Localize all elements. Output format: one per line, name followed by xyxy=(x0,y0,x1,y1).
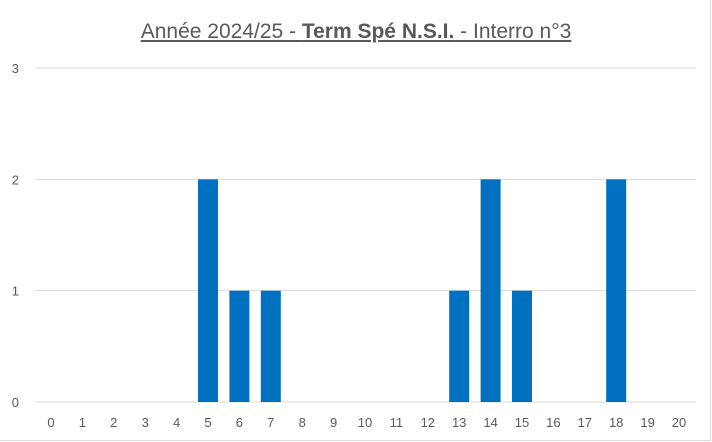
x-tick-label: 16 xyxy=(546,415,560,430)
x-tick-label: 1 xyxy=(79,415,86,430)
bar-5 xyxy=(198,179,218,402)
x-tick-label: 15 xyxy=(515,415,529,430)
x-tick-label: 20 xyxy=(672,415,686,430)
x-tick-label: 0 xyxy=(47,415,54,430)
chart-title-bold: Term Spé N.S.I. xyxy=(301,20,455,43)
bar-15 xyxy=(512,290,532,402)
x-tick-label: 12 xyxy=(421,415,435,430)
x-tick-label: 14 xyxy=(483,415,497,430)
x-tick-label: 13 xyxy=(452,415,466,430)
chart-title: Année 2024/25 - Term Spé N.S.I. - Interr… xyxy=(0,20,712,44)
x-tick-label: 3 xyxy=(142,415,149,430)
x-tick-label: 2 xyxy=(110,415,117,430)
bar-14 xyxy=(480,179,501,402)
gridlines xyxy=(35,67,696,403)
bars xyxy=(198,179,627,402)
y-axis-ticks: 0 1 2 3 xyxy=(12,61,19,410)
y-tick-label: 1 xyxy=(12,284,19,299)
chart-title-suffix: - Interro n°3 xyxy=(454,20,572,43)
x-tick-label: 4 xyxy=(173,415,180,430)
bar-6 xyxy=(229,290,250,402)
x-tick-label: 8 xyxy=(299,415,306,430)
bar-13 xyxy=(449,290,470,402)
x-tick-label: 9 xyxy=(330,415,337,430)
x-tick-label: 7 xyxy=(267,415,274,430)
x-tick-label: 11 xyxy=(390,415,404,430)
y-tick-label: 2 xyxy=(12,172,19,187)
chart-title-prefix: Année 2024/25 - xyxy=(140,20,302,43)
x-tick-label: 18 xyxy=(609,415,623,430)
x-tick-label: 6 xyxy=(236,415,243,430)
x-tick-label: 19 xyxy=(640,415,654,430)
y-tick-label: 3 xyxy=(12,61,19,76)
x-tick-label: 17 xyxy=(578,415,592,430)
x-axis-ticks: 0 1 2 3 4 5 6 7 8 9 10 11 12 13 14 15 16 17 18 19 20 xyxy=(47,415,686,430)
x-tick-label: 10 xyxy=(358,415,372,430)
x-tick-label: 5 xyxy=(204,415,211,430)
bar-7 xyxy=(260,290,281,402)
bar-18 xyxy=(606,179,627,402)
y-tick-label: 0 xyxy=(12,395,19,410)
